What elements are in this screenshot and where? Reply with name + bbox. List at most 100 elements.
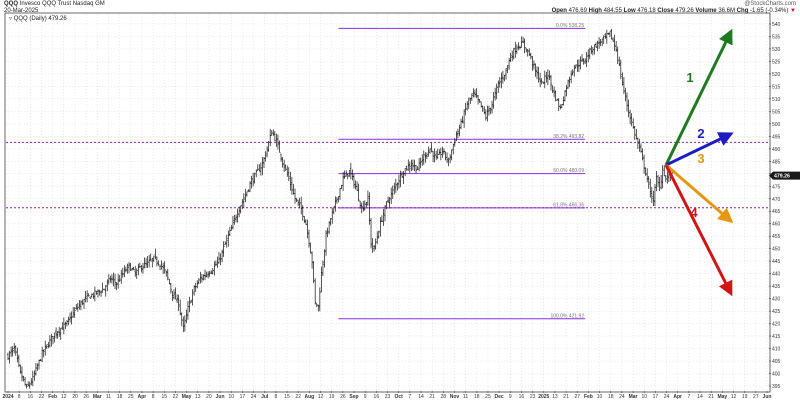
x-tick-label: 12 <box>731 394 737 400</box>
ohlc-bar <box>191 289 194 306</box>
ohlc-bar <box>393 182 396 195</box>
ohlc-bar <box>159 265 162 271</box>
ohlc-bar <box>131 267 134 271</box>
y-tick-label: 515 <box>772 84 781 90</box>
x-tick-label: 19 <box>742 394 748 400</box>
ohlc-bar <box>402 170 405 184</box>
y-tick-label: 475 <box>772 184 781 190</box>
series-legend: ▿ QQQ (Daily) 479.26 <box>9 16 67 22</box>
ohlc-bar <box>567 79 570 89</box>
close-value: 479.26 <box>675 8 694 14</box>
ohlc-bar <box>84 290 87 303</box>
x-tick-label: 2025 <box>538 394 549 400</box>
ohlc-bar <box>487 105 490 116</box>
x-tick-label: Aug <box>305 394 315 400</box>
ohlc-bar <box>238 206 241 218</box>
ohlc-bar <box>641 148 644 161</box>
ohlc-bar <box>309 242 312 254</box>
ohlc-bar <box>405 165 408 171</box>
ohlc-bar <box>568 76 571 88</box>
ohlc-bar <box>376 231 379 245</box>
ohlc-bar <box>370 217 373 249</box>
ohlc-bar <box>39 359 42 362</box>
ohlc-bar <box>38 359 41 370</box>
ohlc-bar <box>210 270 213 275</box>
ohlc-bar <box>650 187 653 203</box>
ohlc-bar <box>17 354 20 368</box>
ohlc-bar <box>145 258 148 268</box>
y-tick-label: 400 <box>772 372 781 378</box>
x-tick-label: 16 <box>519 394 525 400</box>
scenario-arrow-3 <box>665 163 734 224</box>
ohlc-bar <box>649 178 652 198</box>
ohlc-bar <box>359 200 362 209</box>
ohlc-bar <box>587 49 590 63</box>
ohlc-bar <box>534 63 537 77</box>
ohlc-bar <box>98 289 101 296</box>
ohlc-bar <box>532 60 535 70</box>
y-tick-label: 510 <box>772 97 781 103</box>
ohlc-bar <box>444 151 447 161</box>
ohlc-bar <box>408 161 411 173</box>
ohlc-bar <box>325 230 328 256</box>
scenario-label-3: 3 <box>697 151 704 166</box>
ohlc-bar <box>312 261 315 284</box>
y-tick-label: 450 <box>772 247 781 253</box>
ohlc-bar <box>231 216 234 230</box>
ohlc-bar <box>56 331 59 339</box>
ohlc-bar <box>497 80 500 93</box>
ohlc-bar <box>512 47 515 60</box>
y-tick-label: 525 <box>772 59 781 65</box>
y-tick-label: 430 <box>772 297 781 303</box>
ohlc-bar <box>517 42 520 51</box>
x-tick-label: 9 <box>509 394 512 400</box>
ohlc-bar <box>574 64 577 69</box>
ohlc-bar <box>194 282 197 292</box>
x-tick-label: 15 <box>161 394 167 400</box>
ohlc-bar <box>213 261 216 276</box>
ohlc-bar <box>435 150 438 161</box>
ohlc-bar <box>594 42 597 48</box>
ohlc-bar <box>399 170 402 188</box>
ohlc-bar <box>70 311 73 325</box>
ohlc-bar <box>416 166 419 170</box>
ohlc-bar <box>486 105 489 122</box>
x-tick-label: 9 <box>364 394 367 400</box>
ohlc-bar <box>343 170 346 179</box>
ohlc-bar <box>129 262 132 272</box>
ohlc-bar <box>276 134 279 150</box>
ohlc-bar <box>103 288 106 291</box>
ohlc-bar <box>10 346 13 357</box>
ohlc-bar <box>537 66 540 83</box>
ohlc-bar <box>176 294 179 304</box>
ohlc-bar <box>630 113 633 127</box>
x-tick-label: 2024 <box>2 394 13 400</box>
ohlc-bar <box>639 143 642 153</box>
ohlc-bar <box>604 32 607 39</box>
ohlc-bar <box>123 265 126 278</box>
x-tick-label: 10 <box>228 394 234 400</box>
ohlc-bar <box>387 196 390 203</box>
ohlc-bar <box>495 83 498 100</box>
ohlc-bar <box>114 273 117 290</box>
ohlc-bar <box>374 238 377 250</box>
ohlc-bar <box>500 72 503 89</box>
ohlc-bar <box>411 159 414 171</box>
ohlc-bar <box>208 270 211 277</box>
x-tick-label: 26 <box>340 394 346 400</box>
ohlc-bar <box>252 172 255 187</box>
x-tick-label: 8 <box>274 394 277 400</box>
ohlc-bar <box>134 265 137 277</box>
ohlc-bar <box>356 181 359 191</box>
ohlc-bar <box>93 286 96 302</box>
y-tick-label: 470 <box>772 197 781 203</box>
scenario-label-4: 4 <box>690 205 698 220</box>
ohlc-bar <box>511 50 514 62</box>
x-tick-label: Apr <box>138 394 147 400</box>
ohlc-bar <box>661 165 664 189</box>
ohlc-bar <box>86 290 89 303</box>
ohlc-bar <box>349 162 352 180</box>
ohlc-bar <box>505 68 507 80</box>
ohlc-bar <box>428 148 431 154</box>
ohlc-bar <box>618 56 621 67</box>
